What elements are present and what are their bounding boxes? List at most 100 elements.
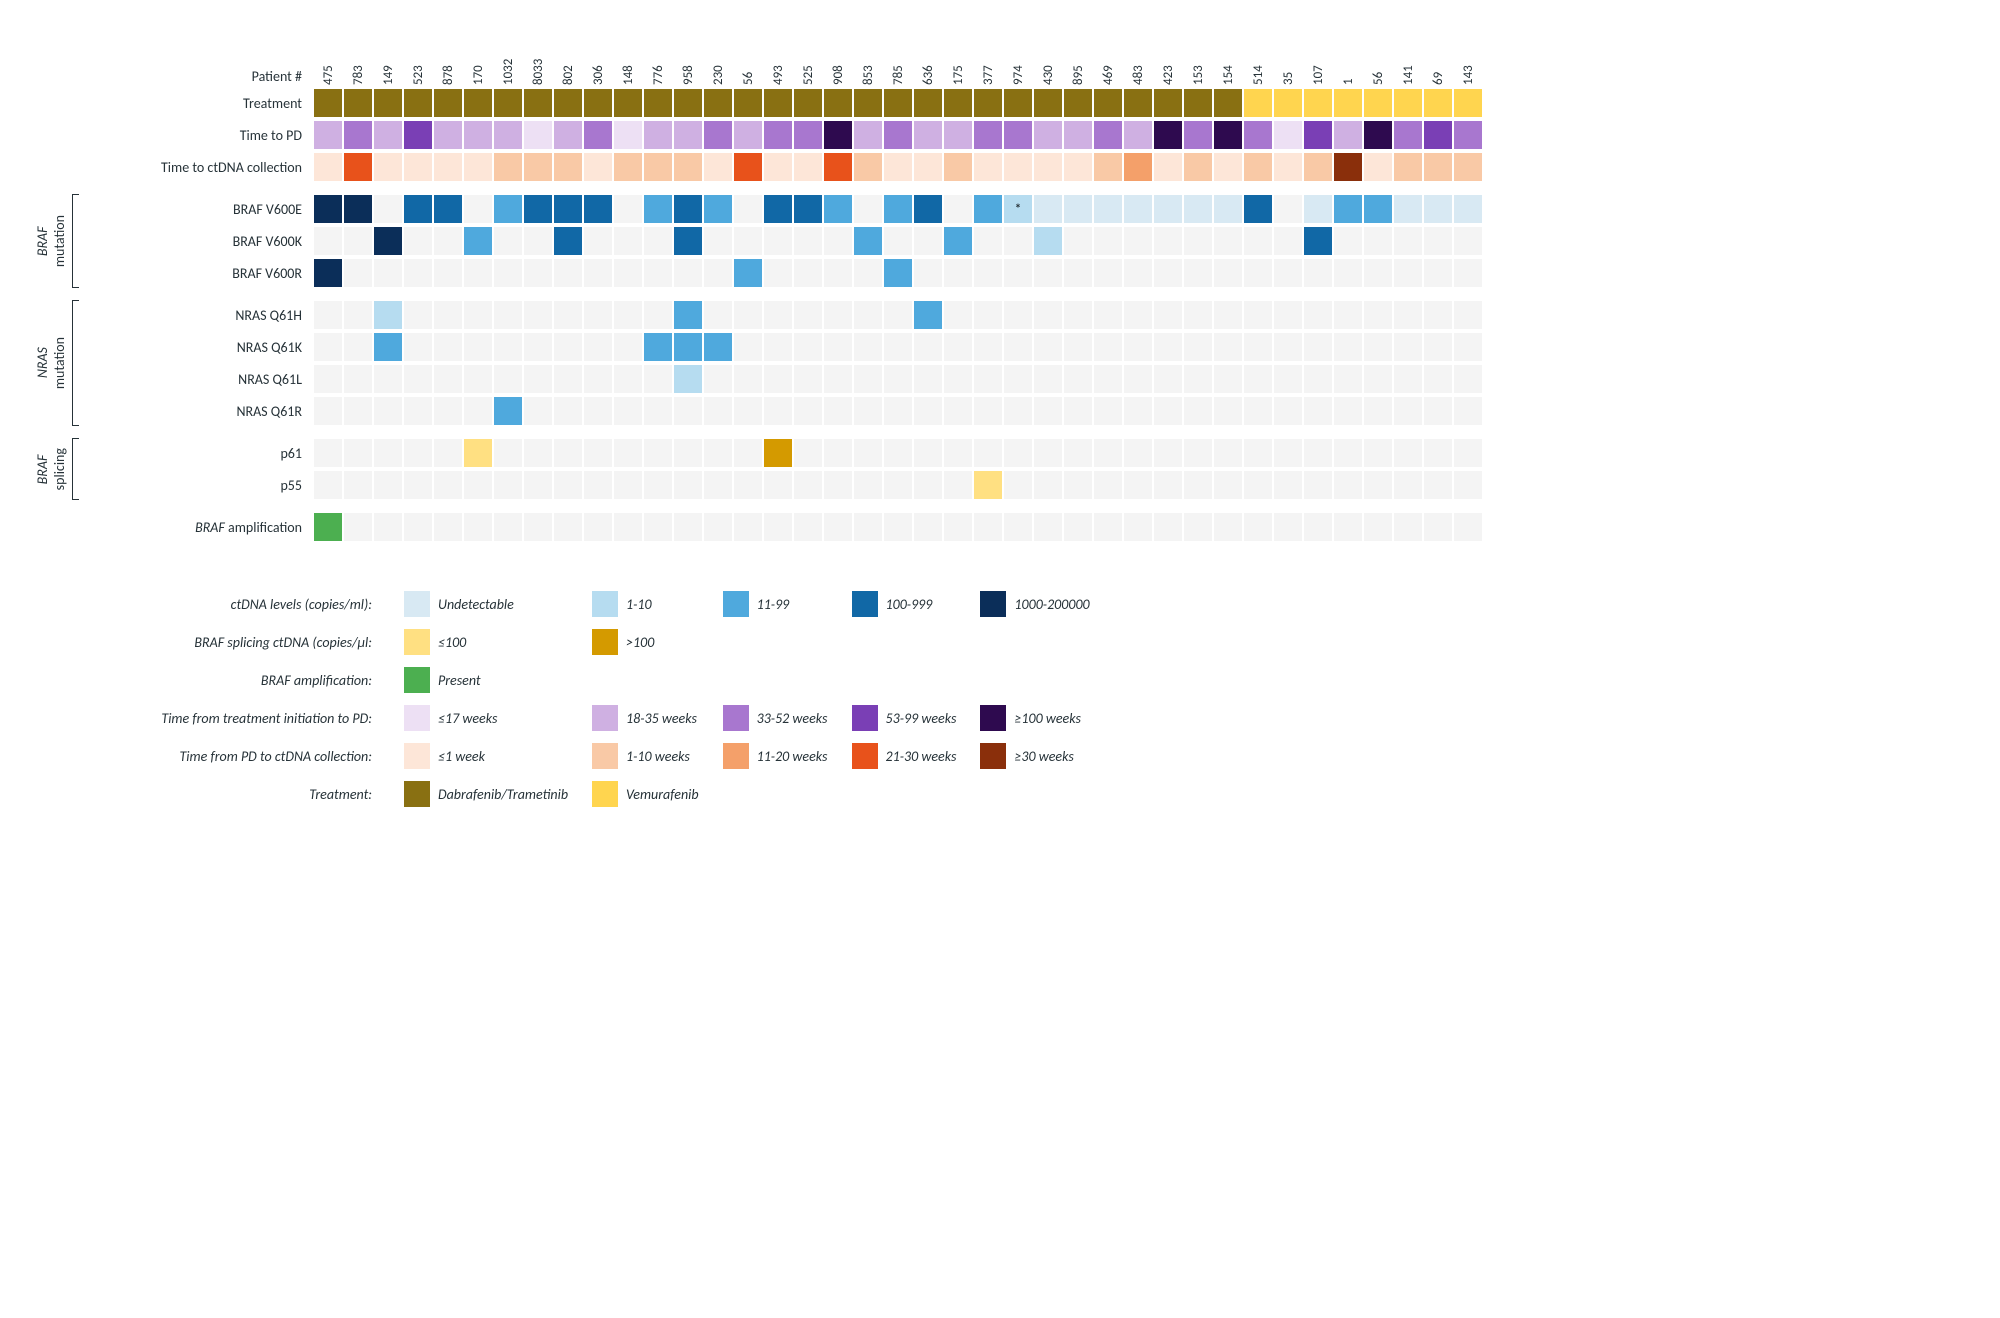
- cell: [1274, 153, 1302, 181]
- cell: [404, 397, 432, 425]
- cell: [644, 227, 672, 255]
- cell: [404, 195, 432, 223]
- row-label: Treatment: [102, 95, 312, 112]
- legend-item: ≤1 week: [404, 743, 568, 769]
- cell: [554, 439, 582, 467]
- cell: [1274, 333, 1302, 361]
- cell: [374, 195, 402, 223]
- cell: [1334, 513, 1362, 541]
- cell: [314, 301, 342, 329]
- cell: [1244, 513, 1272, 541]
- cell: [584, 513, 612, 541]
- cell: [884, 471, 912, 499]
- legend-swatch: [852, 705, 878, 731]
- cell: [1364, 153, 1392, 181]
- cell: [1334, 259, 1362, 287]
- patient-id: 170: [471, 31, 486, 85]
- legend-swatch: [404, 781, 430, 807]
- legend-item: Undetectable: [404, 591, 568, 617]
- oncoprint-grid: Patient #4757831495238781701032803380230…: [30, 30, 1970, 541]
- cell: [404, 439, 432, 467]
- cell: [794, 513, 822, 541]
- cell: [914, 301, 942, 329]
- legend-item: Dabrafenib/Trametinib: [404, 781, 568, 807]
- cell: [1304, 365, 1332, 393]
- cell: [644, 365, 672, 393]
- cell: [1094, 397, 1122, 425]
- cell: [434, 397, 462, 425]
- patient-id: 141: [1401, 31, 1416, 85]
- cell: [644, 301, 672, 329]
- cell: [554, 121, 582, 149]
- cell: [464, 89, 492, 117]
- cell: [974, 259, 1002, 287]
- cell: [1334, 227, 1362, 255]
- cell: [314, 513, 342, 541]
- patient-id: 483: [1131, 31, 1146, 85]
- cell: [734, 397, 762, 425]
- cell: [734, 89, 762, 117]
- cell: [1424, 397, 1452, 425]
- cell: [464, 513, 492, 541]
- cell: [374, 153, 402, 181]
- cell: [824, 397, 852, 425]
- cell: [434, 333, 462, 361]
- patient-id: 525: [801, 31, 816, 85]
- cell: [1364, 301, 1392, 329]
- cell: [1094, 227, 1122, 255]
- legend-row-title: Time from treatment initiation to PD:: [140, 710, 380, 727]
- cell: [674, 513, 702, 541]
- row-group-label: NRASmutation: [30, 301, 100, 425]
- cell: [314, 365, 342, 393]
- cell: [1454, 333, 1482, 361]
- cell: [464, 333, 492, 361]
- cell: [1304, 439, 1332, 467]
- cell: [1094, 365, 1122, 393]
- cell: [1064, 227, 1092, 255]
- cell: [1124, 153, 1152, 181]
- cell: [884, 121, 912, 149]
- cell: [884, 89, 912, 117]
- cell: [494, 439, 522, 467]
- cell: [524, 259, 552, 287]
- legend-label: 11-99: [757, 596, 790, 613]
- cell: [614, 259, 642, 287]
- row-group-label: BRAFsplicing: [30, 439, 100, 499]
- cell: [1214, 301, 1242, 329]
- cell: [1184, 397, 1212, 425]
- cell: [1034, 513, 1062, 541]
- cell: [374, 365, 402, 393]
- cell: [1094, 89, 1122, 117]
- cell: [584, 195, 612, 223]
- legend-swatch: [592, 591, 618, 617]
- cell: [314, 227, 342, 255]
- row-label: BRAF V600R: [102, 265, 312, 282]
- cell: [974, 195, 1002, 223]
- cell: [794, 439, 822, 467]
- patient-id: 776: [651, 31, 666, 85]
- cell: [1124, 333, 1152, 361]
- patient-id: 783: [351, 31, 366, 85]
- cell: [854, 471, 882, 499]
- cell: [1124, 439, 1152, 467]
- cell: [854, 153, 882, 181]
- cell: [494, 397, 522, 425]
- cell: [434, 259, 462, 287]
- cell: [344, 121, 372, 149]
- cell: [1064, 301, 1092, 329]
- cell: [704, 121, 732, 149]
- cell: [734, 153, 762, 181]
- cell: [974, 365, 1002, 393]
- patient-id: 908: [831, 31, 846, 85]
- cell: [674, 301, 702, 329]
- cell: [1454, 513, 1482, 541]
- cell: [1394, 121, 1422, 149]
- cell: [1424, 227, 1452, 255]
- cell: [1454, 121, 1482, 149]
- patient-id: 175: [951, 31, 966, 85]
- cell: [1004, 333, 1032, 361]
- cell: [494, 121, 522, 149]
- cell: [674, 121, 702, 149]
- legend-swatch: [852, 743, 878, 769]
- cell: [644, 397, 672, 425]
